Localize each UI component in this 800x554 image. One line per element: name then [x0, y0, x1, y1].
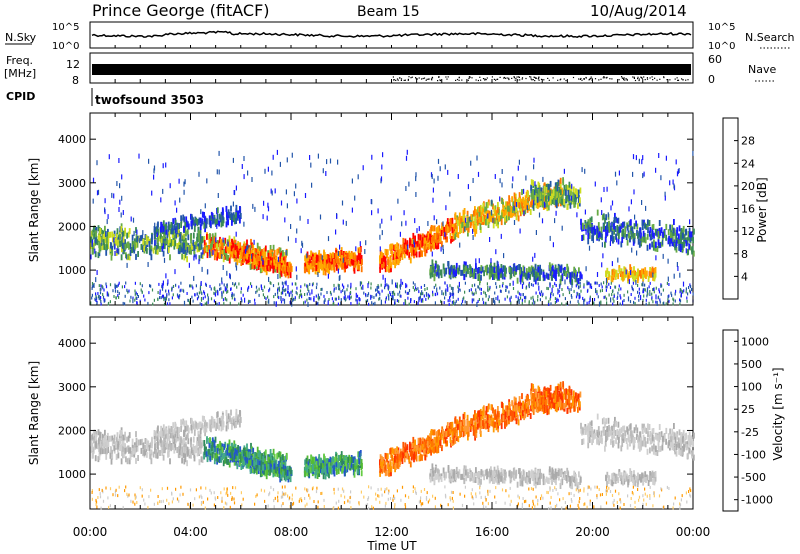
- x-tick-label: 16:00: [475, 525, 510, 539]
- velocity-colorbar: -1000 -500 -100 -25 25 100 500 1000: [722, 329, 773, 512]
- cpid-value: twofsound 3503: [95, 93, 204, 107]
- colorbar-tick-label: 16: [741, 203, 755, 216]
- nsky-trace: [91, 30, 692, 38]
- nsky-tick-top: 10^5: [52, 22, 79, 33]
- colorbar-tick-label: 20: [741, 180, 755, 193]
- colorbar-tick-label: 25: [741, 403, 755, 416]
- y-tick-label: 2000: [58, 220, 86, 233]
- x-tick-label: 04:00: [173, 525, 208, 539]
- nsearch-label: N.Search: [745, 31, 795, 44]
- velocity-colorbar-label: Velocity [m s⁻¹]: [771, 367, 785, 460]
- freq-unit: [MHz]: [4, 67, 36, 80]
- x-tick-label: 00:00: [73, 525, 108, 539]
- power-ylabel: Slant Range [km]: [27, 158, 41, 262]
- date-label: 10/Aug/2014: [590, 2, 687, 20]
- nave-tick-top: 60: [708, 53, 722, 66]
- y-tick-label: 2000: [58, 424, 86, 437]
- colorbar-tick-label: 28: [741, 135, 755, 148]
- colorbar-tick-label: 12: [741, 225, 755, 238]
- colorbar-tick-label: 8: [741, 248, 748, 261]
- beam-label: Beam 15: [357, 4, 420, 20]
- nsky-tick-bottom: 10^0: [52, 41, 79, 52]
- y-tick-label: 3000: [58, 177, 86, 190]
- freq-label: Freq.: [6, 54, 33, 67]
- x-tick-label: 20:00: [575, 525, 610, 539]
- colorbar-tick-label: 4: [741, 270, 748, 283]
- colorbar-tick-label: 1000: [741, 335, 769, 348]
- y-tick-label: 3000: [58, 381, 86, 394]
- colorbar-tick-label: 500: [741, 358, 762, 371]
- freq-tick-bottom: 8: [72, 74, 79, 87]
- nave-label: Nave: [748, 63, 776, 76]
- colorbar-tick-label: -25: [741, 426, 759, 439]
- power-heatmap: 1000 2000 3000 4000: [58, 45, 695, 307]
- nave-tick-bottom: 0: [708, 73, 715, 86]
- y-tick-label: 1000: [58, 468, 86, 481]
- y-tick-label: 4000: [58, 337, 86, 350]
- y-tick-label: 4000: [58, 133, 86, 146]
- power-colorbar-label: Power [dB]: [755, 177, 769, 242]
- freq-panel: [89, 52, 694, 84]
- station-title: Prince George (fitACF): [92, 1, 270, 20]
- freq-tick-top: 12: [66, 58, 80, 71]
- velocity-heatmap: 1000 2000 3000 4000: [58, 316, 695, 510]
- colorbar-tick-label: -100: [741, 448, 766, 461]
- y-tick-label: 1000: [58, 264, 86, 277]
- nsearch-tick-bottom: 10^0: [708, 41, 735, 52]
- x-tick-label: 00:00: [676, 525, 711, 539]
- velocity-ylabel: Slant Range [km]: [27, 361, 41, 465]
- colorbar-tick-label: -1000: [741, 494, 773, 507]
- nsky-panel: [89, 21, 694, 49]
- nsky-label: N.Sky: [5, 31, 37, 44]
- colorbar-tick-label: -500: [741, 471, 766, 484]
- colorbar-tick-label: 24: [741, 157, 755, 170]
- power-colorbar: 4 8 12 16 20 24 28: [722, 117, 755, 300]
- cpid-label: CPID: [6, 90, 35, 103]
- x-axis-label: Time UT: [366, 539, 417, 553]
- x-tick-label: 08:00: [274, 525, 309, 539]
- nsearch-tick-top: 10^5: [708, 22, 735, 33]
- x-tick-label: 12:00: [374, 525, 409, 539]
- colorbar-tick-label: 100: [741, 381, 762, 394]
